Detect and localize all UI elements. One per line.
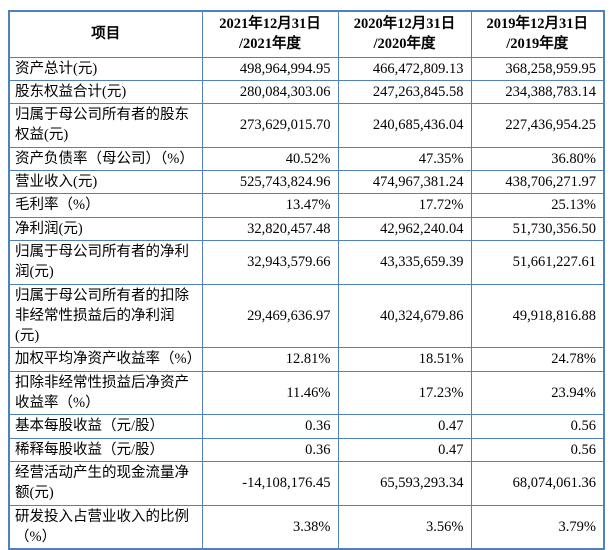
financial-summary-table: 项目 2021年12月31日 /2021年度 2020年12月31日 /2020… xyxy=(8,10,605,550)
row-value-2019: 25.13% xyxy=(470,193,605,218)
row-value-2019: 51,730,356.50 xyxy=(470,216,605,241)
row-value-2021: 525,743,824.96 xyxy=(201,170,339,195)
table-row: 稀释每股收益（元/股） 0.36 0.47 0.56 xyxy=(8,437,605,462)
row-value-2020: 240,685,436.04 xyxy=(337,103,472,148)
table-row: 归属于母公司所有者的股东权益(元) 273,629,015.70 240,685… xyxy=(8,103,605,148)
row-value-2021: 3.38% xyxy=(201,504,339,550)
row-value-2021: 12.81% xyxy=(201,347,339,372)
table-row: 基本每股收益（元/股） 0.36 0.47 0.56 xyxy=(8,414,605,439)
table-header-row: 项目 2021年12月31日 /2021年度 2020年12月31日 /2020… xyxy=(8,10,605,58)
row-value-2021: 40.52% xyxy=(201,146,339,172)
table-row: 净利润(元) 32,820,457.48 42,962,240.04 51,73… xyxy=(8,216,605,241)
row-value-2019: 68,074,061.36 xyxy=(470,460,605,506)
row-value-2019: 227,436,954.25 xyxy=(470,103,605,148)
header-2021: 2021年12月31日 /2021年度 xyxy=(201,10,339,58)
row-value-2021: 0.36 xyxy=(201,414,339,439)
row-label: 基本每股收益（元/股） xyxy=(8,414,203,439)
row-value-2019: 36.80% xyxy=(470,146,605,172)
row-value-2021: 32,820,457.48 xyxy=(201,216,339,241)
row-value-2021: 13.47% xyxy=(201,193,339,218)
row-value-2019: 234,388,783.14 xyxy=(470,79,605,105)
row-label: 研发投入占营业收入的比例（%） xyxy=(8,504,203,550)
table-row: 毛利率（%） 13.47% 17.72% 25.13% xyxy=(8,193,605,218)
row-value-2021: 32,943,579.66 xyxy=(201,239,339,285)
header-2020: 2020年12月31日 /2020年度 xyxy=(337,10,472,58)
table-row: 加权平均净资产收益率（%） 12.81% 18.51% 24.78% xyxy=(8,347,605,372)
row-value-2021: -14,108,176.45 xyxy=(201,460,339,506)
row-value-2021: 0.36 xyxy=(201,437,339,462)
table-row: 股东权益合计(元) 280,084,303.06 247,263,845.58 … xyxy=(8,79,605,105)
row-value-2020: 0.47 xyxy=(337,437,472,462)
table-row: 资产负债率（母公司）（%） 40.52% 47.35% 36.80% xyxy=(8,146,605,172)
row-value-2019: 23.94% xyxy=(470,370,605,416)
row-value-2021: 29,469,636.97 xyxy=(201,283,339,349)
financial-summary-table-container: 项目 2021年12月31日 /2021年度 2020年12月31日 /2020… xyxy=(8,10,605,550)
row-value-2020: 474,967,381.24 xyxy=(337,170,472,195)
row-label: 净利润(元) xyxy=(8,216,203,241)
row-value-2021: 273,629,015.70 xyxy=(201,103,339,148)
table-row: 营业收入(元) 525,743,824.96 474,967,381.24 43… xyxy=(8,170,605,195)
row-value-2019: 438,706,271.97 xyxy=(470,170,605,195)
row-label: 资产总计(元) xyxy=(8,56,203,81)
row-value-2019: 368,258,959.95 xyxy=(470,56,605,81)
row-value-2020: 18.51% xyxy=(337,347,472,372)
row-label: 扣除非经常性损益后净资产收益率（%） xyxy=(8,370,203,416)
row-label: 经营活动产生的现金流量净额(元) xyxy=(8,460,203,506)
table-row: 研发投入占营业收入的比例（%） 3.38% 3.56% 3.79% xyxy=(8,504,605,550)
row-value-2021: 498,964,994.95 xyxy=(201,56,339,81)
row-label: 归属于母公司所有者的扣除非经常性损益后的净利润(元) xyxy=(8,283,203,349)
table-row: 经营活动产生的现金流量净额(元) -14,108,176.45 65,593,2… xyxy=(8,460,605,506)
row-value-2019: 0.56 xyxy=(470,437,605,462)
row-value-2020: 3.56% xyxy=(337,504,472,550)
row-label: 归属于母公司所有者的净利润(元) xyxy=(8,239,203,285)
table-row: 归属于母公司所有者的扣除非经常性损益后的净利润(元) 29,469,636.97… xyxy=(8,283,605,349)
row-value-2020: 47.35% xyxy=(337,146,472,172)
row-value-2019: 49,918,816.88 xyxy=(470,283,605,349)
row-label: 股东权益合计(元) xyxy=(8,79,203,105)
row-value-2020: 0.47 xyxy=(337,414,472,439)
row-value-2019: 51,661,227.61 xyxy=(470,239,605,285)
row-value-2020: 65,593,293.34 xyxy=(337,460,472,506)
row-label: 营业收入(元) xyxy=(8,170,203,195)
row-label: 稀释每股收益（元/股） xyxy=(8,437,203,462)
table-row: 扣除非经常性损益后净资产收益率（%） 11.46% 17.23% 23.94% xyxy=(8,370,605,416)
row-value-2019: 3.79% xyxy=(470,504,605,550)
row-value-2020: 17.72% xyxy=(337,193,472,218)
row-value-2021: 11.46% xyxy=(201,370,339,416)
header-2019: 2019年12月31日 /2019年度 xyxy=(470,10,605,58)
row-value-2020: 17.23% xyxy=(337,370,472,416)
table-row: 归属于母公司所有者的净利润(元) 32,943,579.66 43,335,65… xyxy=(8,239,605,285)
row-label: 资产负债率（母公司）（%） xyxy=(8,146,203,172)
row-label: 加权平均净资产收益率（%） xyxy=(8,347,203,372)
row-value-2020: 42,962,240.04 xyxy=(337,216,472,241)
row-value-2020: 40,324,679.86 xyxy=(337,283,472,349)
row-label: 归属于母公司所有者的股东权益(元) xyxy=(8,103,203,148)
header-item: 项目 xyxy=(8,10,203,58)
row-value-2020: 247,263,845.58 xyxy=(337,79,472,105)
row-label: 毛利率（%） xyxy=(8,193,203,218)
row-value-2019: 0.56 xyxy=(470,414,605,439)
table-row: 资产总计(元) 498,964,994.95 466,472,809.13 36… xyxy=(8,56,605,81)
row-value-2020: 466,472,809.13 xyxy=(337,56,472,81)
row-value-2020: 43,335,659.39 xyxy=(337,239,472,285)
row-value-2019: 24.78% xyxy=(470,347,605,372)
row-value-2021: 280,084,303.06 xyxy=(201,79,339,105)
